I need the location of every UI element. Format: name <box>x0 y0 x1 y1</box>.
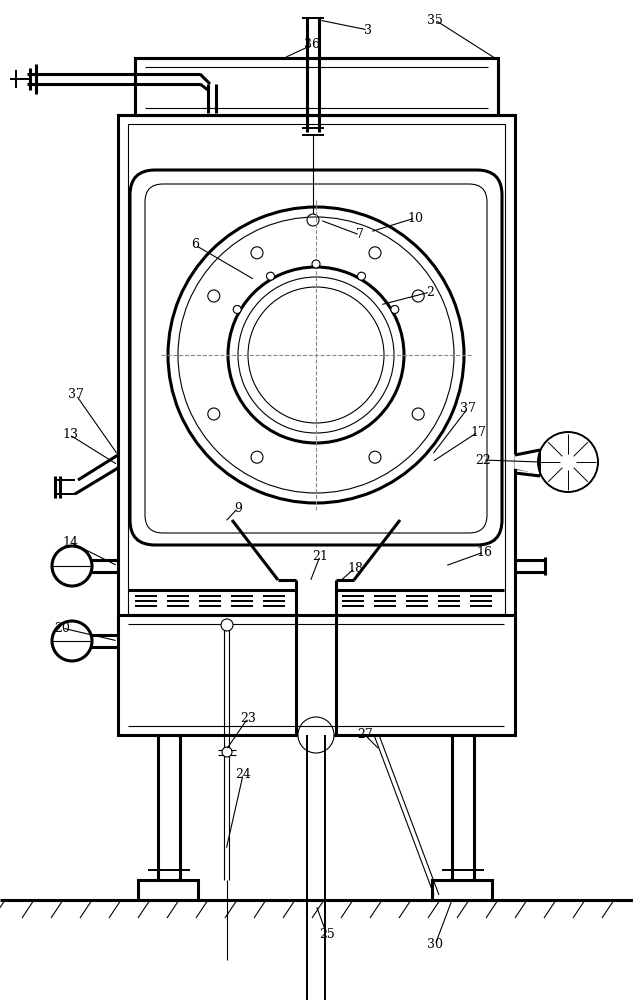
Text: 36: 36 <box>304 38 320 51</box>
Circle shape <box>52 546 92 586</box>
Text: 24: 24 <box>235 768 251 782</box>
Text: 17: 17 <box>470 426 486 438</box>
Text: 35: 35 <box>427 13 443 26</box>
Text: 30: 30 <box>427 938 443 952</box>
Bar <box>118 115 515 635</box>
Circle shape <box>208 290 220 302</box>
Text: 13: 13 <box>62 428 78 442</box>
Text: 6: 6 <box>191 238 199 251</box>
Circle shape <box>233 306 241 314</box>
Circle shape <box>266 272 275 280</box>
Text: 20: 20 <box>54 621 70 635</box>
Bar <box>128 124 505 626</box>
FancyBboxPatch shape <box>145 184 487 533</box>
Text: 9: 9 <box>234 502 242 514</box>
Bar <box>135 58 498 115</box>
Text: 14: 14 <box>62 536 78 548</box>
Circle shape <box>369 451 381 463</box>
Bar <box>118 615 515 735</box>
Bar <box>432 880 492 900</box>
Circle shape <box>412 290 424 302</box>
Circle shape <box>412 408 424 420</box>
Text: 2: 2 <box>426 286 434 298</box>
Circle shape <box>358 272 365 280</box>
Text: 21: 21 <box>312 550 328 562</box>
Circle shape <box>312 260 320 268</box>
Circle shape <box>307 214 319 226</box>
Text: 37: 37 <box>68 388 84 401</box>
Circle shape <box>221 619 233 631</box>
Circle shape <box>251 451 263 463</box>
Text: 7: 7 <box>356 229 364 241</box>
Circle shape <box>222 747 232 757</box>
Text: 27: 27 <box>357 728 373 742</box>
Text: 3: 3 <box>364 23 372 36</box>
FancyBboxPatch shape <box>130 170 502 545</box>
Text: 37: 37 <box>460 401 476 414</box>
Bar <box>138 880 198 900</box>
Text: 10: 10 <box>407 212 423 225</box>
Circle shape <box>391 306 399 314</box>
Circle shape <box>298 717 334 753</box>
Circle shape <box>52 621 92 661</box>
Text: 25: 25 <box>319 928 335 942</box>
Circle shape <box>369 247 381 259</box>
Text: 18: 18 <box>347 562 363 574</box>
Text: 22: 22 <box>475 454 491 466</box>
Text: 23: 23 <box>240 712 256 724</box>
Polygon shape <box>515 448 545 475</box>
Circle shape <box>538 432 598 492</box>
Circle shape <box>208 408 220 420</box>
Text: 16: 16 <box>476 546 492 558</box>
Circle shape <box>251 247 263 259</box>
